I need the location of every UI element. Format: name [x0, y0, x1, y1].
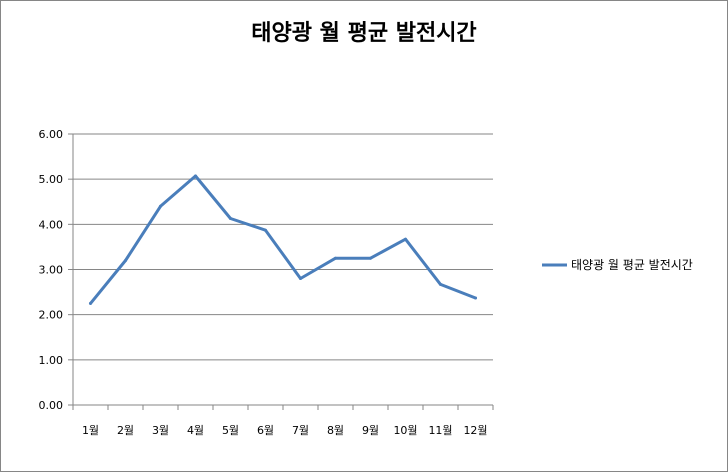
y-tick-label: 0.00 — [39, 399, 64, 412]
data-point — [124, 258, 127, 262]
x-tick-label: 2월 — [117, 424, 134, 437]
data-point — [299, 277, 302, 281]
x-tick-label: 10월 — [393, 424, 417, 437]
data-point — [334, 256, 337, 260]
data-point — [229, 216, 232, 220]
y-tick-label: 1.00 — [39, 354, 64, 367]
y-tick-labels: 0.00 1.00 2.00 3.00 4.00 5.00 6.00 — [39, 128, 64, 412]
x-tick-label: 1월 — [82, 424, 99, 437]
x-tick-label: 7월 — [292, 424, 309, 437]
data-point — [264, 228, 267, 232]
data-point — [89, 301, 92, 305]
legend-label: 태양광 월 평균 발전시간 — [571, 258, 693, 272]
y-tick-label: 3.00 — [39, 264, 64, 277]
x-tick-labels: 1월 2월 3월 4월 5월 6월 7월 8월 9월 10월 11월 12월 — [82, 424, 488, 437]
x-tick-label: 3월 — [152, 424, 169, 437]
data-point — [369, 256, 372, 260]
data-point — [439, 282, 442, 286]
axes — [68, 133, 494, 410]
y-tick-label: 5.00 — [39, 173, 64, 186]
data-point — [404, 237, 407, 241]
x-tick-label: 9월 — [362, 424, 379, 437]
series-lines — [89, 174, 477, 305]
x-tick-label: 4월 — [187, 424, 204, 437]
legend: 태양광 월 평균 발전시간 — [542, 258, 693, 272]
x-tick-label: 6월 — [257, 424, 274, 437]
series-line — [89, 174, 477, 305]
y-tick-label: 6.00 — [39, 128, 64, 141]
x-tick-label: 12월 — [463, 424, 487, 437]
x-tick-label: 5월 — [222, 424, 239, 437]
data-point — [474, 296, 477, 300]
data-point — [159, 204, 162, 208]
x-tick-label: 11월 — [428, 424, 452, 437]
x-tick-label: 8월 — [327, 424, 344, 437]
data-point — [194, 174, 197, 178]
y-tick-label: 2.00 — [39, 309, 64, 322]
chart-title: 태양광 월 평균 발전시간 — [251, 21, 477, 46]
y-tick-label: 4.00 — [39, 218, 64, 231]
gridlines — [73, 133, 493, 361]
